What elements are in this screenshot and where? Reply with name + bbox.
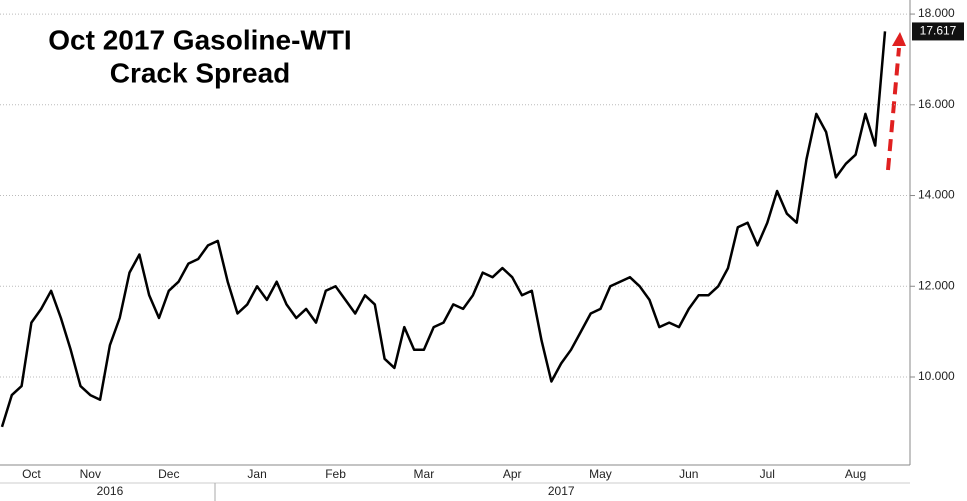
x-tick-label: Mar bbox=[414, 467, 435, 481]
arrow-shaft bbox=[886, 47, 901, 171]
y-tick-label: 16.000 bbox=[918, 97, 955, 111]
chart-title: Oct 2017 Gasoline-WTI bbox=[48, 24, 351, 55]
x-tick-label: May bbox=[589, 467, 612, 481]
year-label: 2016 bbox=[97, 484, 124, 498]
line bbox=[0, 31, 887, 428]
x-tick-label: Nov bbox=[80, 467, 101, 481]
value-label-box bbox=[912, 22, 964, 41]
y-tick-label: 14.000 bbox=[918, 188, 955, 202]
value-label: 17.617 bbox=[920, 24, 957, 38]
year-label: 2017 bbox=[548, 484, 575, 498]
x-tick-label: Feb bbox=[325, 467, 346, 481]
x-tick-label: Dec bbox=[158, 467, 179, 481]
x-tick-label: Jun bbox=[679, 467, 698, 481]
x-tick-label: Jan bbox=[247, 467, 266, 481]
y-tick-label: 10.000 bbox=[918, 369, 955, 383]
arrow-head bbox=[892, 32, 906, 46]
y-tick-label: 12.000 bbox=[918, 278, 955, 292]
x-tick-label: Aug bbox=[845, 467, 866, 481]
chart-title: Crack Spread bbox=[110, 57, 291, 88]
x-tick-label: Apr bbox=[503, 467, 522, 481]
x-tick-label: Jul bbox=[760, 467, 775, 481]
y-tick-label: 18.000 bbox=[918, 6, 955, 20]
x-tick-label: Oct bbox=[22, 467, 41, 481]
